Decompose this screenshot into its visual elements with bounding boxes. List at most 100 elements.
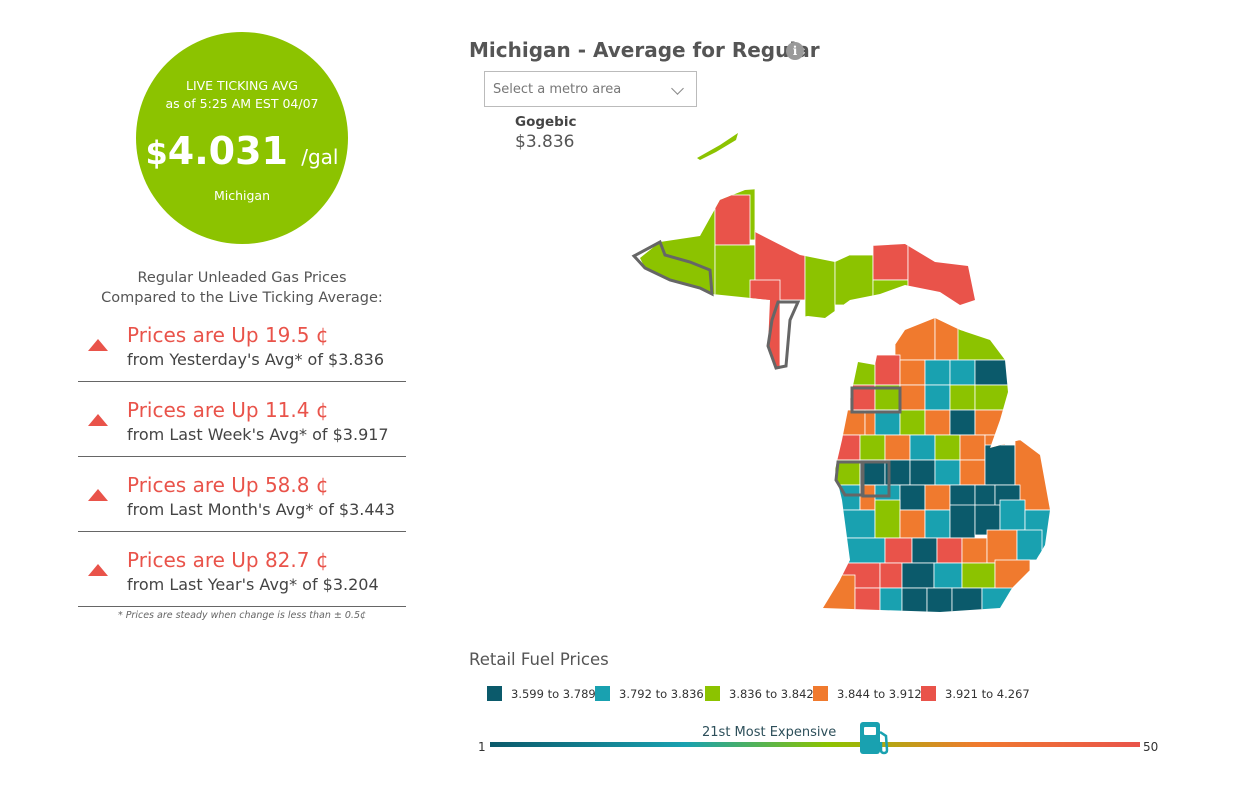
county[interactable] [834,434,861,461]
county[interactable] [849,354,876,386]
gas-pump-icon [860,722,889,755]
change-headline: Prices are Up 19.5 ¢ [127,323,329,347]
county[interactable] [879,587,903,613]
county[interactable] [949,359,976,386]
county[interactable] [949,384,976,411]
county[interactable] [907,239,978,311]
county-highlight [766,300,801,370]
county[interactable] [961,537,988,564]
county[interactable] [984,444,1016,486]
chevron-down-icon [671,82,684,95]
county[interactable] [951,587,983,613]
county[interactable] [949,409,976,436]
legend-swatch [595,686,610,701]
county[interactable] [872,279,909,301]
county[interactable] [974,384,1011,411]
county[interactable] [899,359,926,386]
county[interactable] [1016,529,1043,561]
county[interactable] [899,384,926,411]
county[interactable] [974,409,1006,436]
live-title: LIVE TICKING AVG [185,78,298,93]
county[interactable] [986,529,1018,564]
hover-county-name: Gogebic [515,114,577,130]
county[interactable] [999,499,1026,531]
county[interactable] [924,359,951,386]
change-headline: Prices are Up 82.7 ¢ [127,548,329,572]
county[interactable] [901,587,928,613]
county[interactable] [714,194,751,246]
rank-label: 21st Most Expensive [702,725,837,740]
county[interactable] [924,484,951,511]
comparison-heading: Regular Unleaded Gas Prices Compared to … [60,268,424,308]
county[interactable] [874,409,901,436]
county[interactable] [981,587,1013,613]
legend-label: 3.844 to 3.912 [837,687,922,701]
county[interactable] [934,459,961,486]
change-detail: from Last Year's Avg* of $3.204 [127,575,379,594]
county[interactable] [959,434,986,461]
lower-peninsula [820,315,1055,615]
legend-swatch [705,686,720,701]
legend-swatch [921,686,936,701]
county[interactable] [874,499,901,539]
county[interactable] [924,509,951,539]
county[interactable] [924,409,951,436]
county[interactable] [994,559,1031,591]
county-isle-royale[interactable] [697,133,738,160]
county[interactable] [804,249,836,321]
county[interactable] [844,537,886,564]
county[interactable] [901,562,935,589]
county[interactable] [834,484,861,511]
live-average-badge: LIVE TICKING AVG as of 5:25 AM EST 04/07… [136,32,348,244]
county[interactable] [1014,439,1055,511]
live-timestamp: as of 5:25 AM EST 04/07 [165,96,319,111]
county[interactable] [899,484,926,511]
rank-gradient-bar [490,742,1140,747]
county[interactable] [974,359,1011,386]
price-unit: /gal [301,145,339,169]
county[interactable] [839,409,866,436]
michigan-county-map[interactable] [628,128,1058,618]
footnote: * Prices are steady when change is less … [117,610,367,621]
county[interactable] [909,459,936,486]
map-title: Michigan - Average for Regular [469,38,820,62]
county[interactable] [894,315,936,361]
county[interactable] [714,244,756,301]
county[interactable] [959,459,986,486]
county[interactable] [899,509,926,539]
county-gogebic-highlight [631,239,714,297]
metro-highlight [861,460,891,498]
county[interactable] [957,324,1009,361]
county[interactable] [909,434,936,461]
metro-select-placeholder: Select a metro area [493,82,622,97]
county[interactable] [879,562,903,589]
metro-area-select[interactable]: Select a metro area [484,71,697,107]
county[interactable] [859,434,886,461]
county[interactable] [834,254,874,306]
county[interactable] [899,409,926,436]
county[interactable] [926,587,953,613]
change-row-last-month: Prices are Up 58.8 ¢ from Last Month's A… [78,465,406,532]
live-price: $4.031 /gal [136,128,348,180]
legend-label: 3.792 to 3.836 [619,687,704,701]
info-icon[interactable]: i [786,42,804,60]
county[interactable] [936,537,963,564]
county[interactable] [872,239,909,281]
county[interactable] [854,587,881,613]
county[interactable] [884,537,913,564]
county[interactable] [839,509,876,539]
county[interactable] [884,434,911,461]
county[interactable] [874,354,901,386]
county[interactable] [933,562,963,589]
legend-label: 3.836 to 3.842 [729,687,814,701]
comparison-heading-line2: Compared to the Live Ticking Average: [101,290,383,306]
rank-max: 50 [1143,740,1159,754]
county[interactable] [934,434,961,461]
county[interactable] [949,504,976,539]
change-detail: from Last Month's Avg* of $3.443 [127,500,395,519]
hover-county-price: $3.836 [515,132,575,152]
county[interactable] [820,574,856,615]
county[interactable] [961,562,996,589]
county[interactable] [924,384,951,411]
county[interactable] [911,537,938,564]
